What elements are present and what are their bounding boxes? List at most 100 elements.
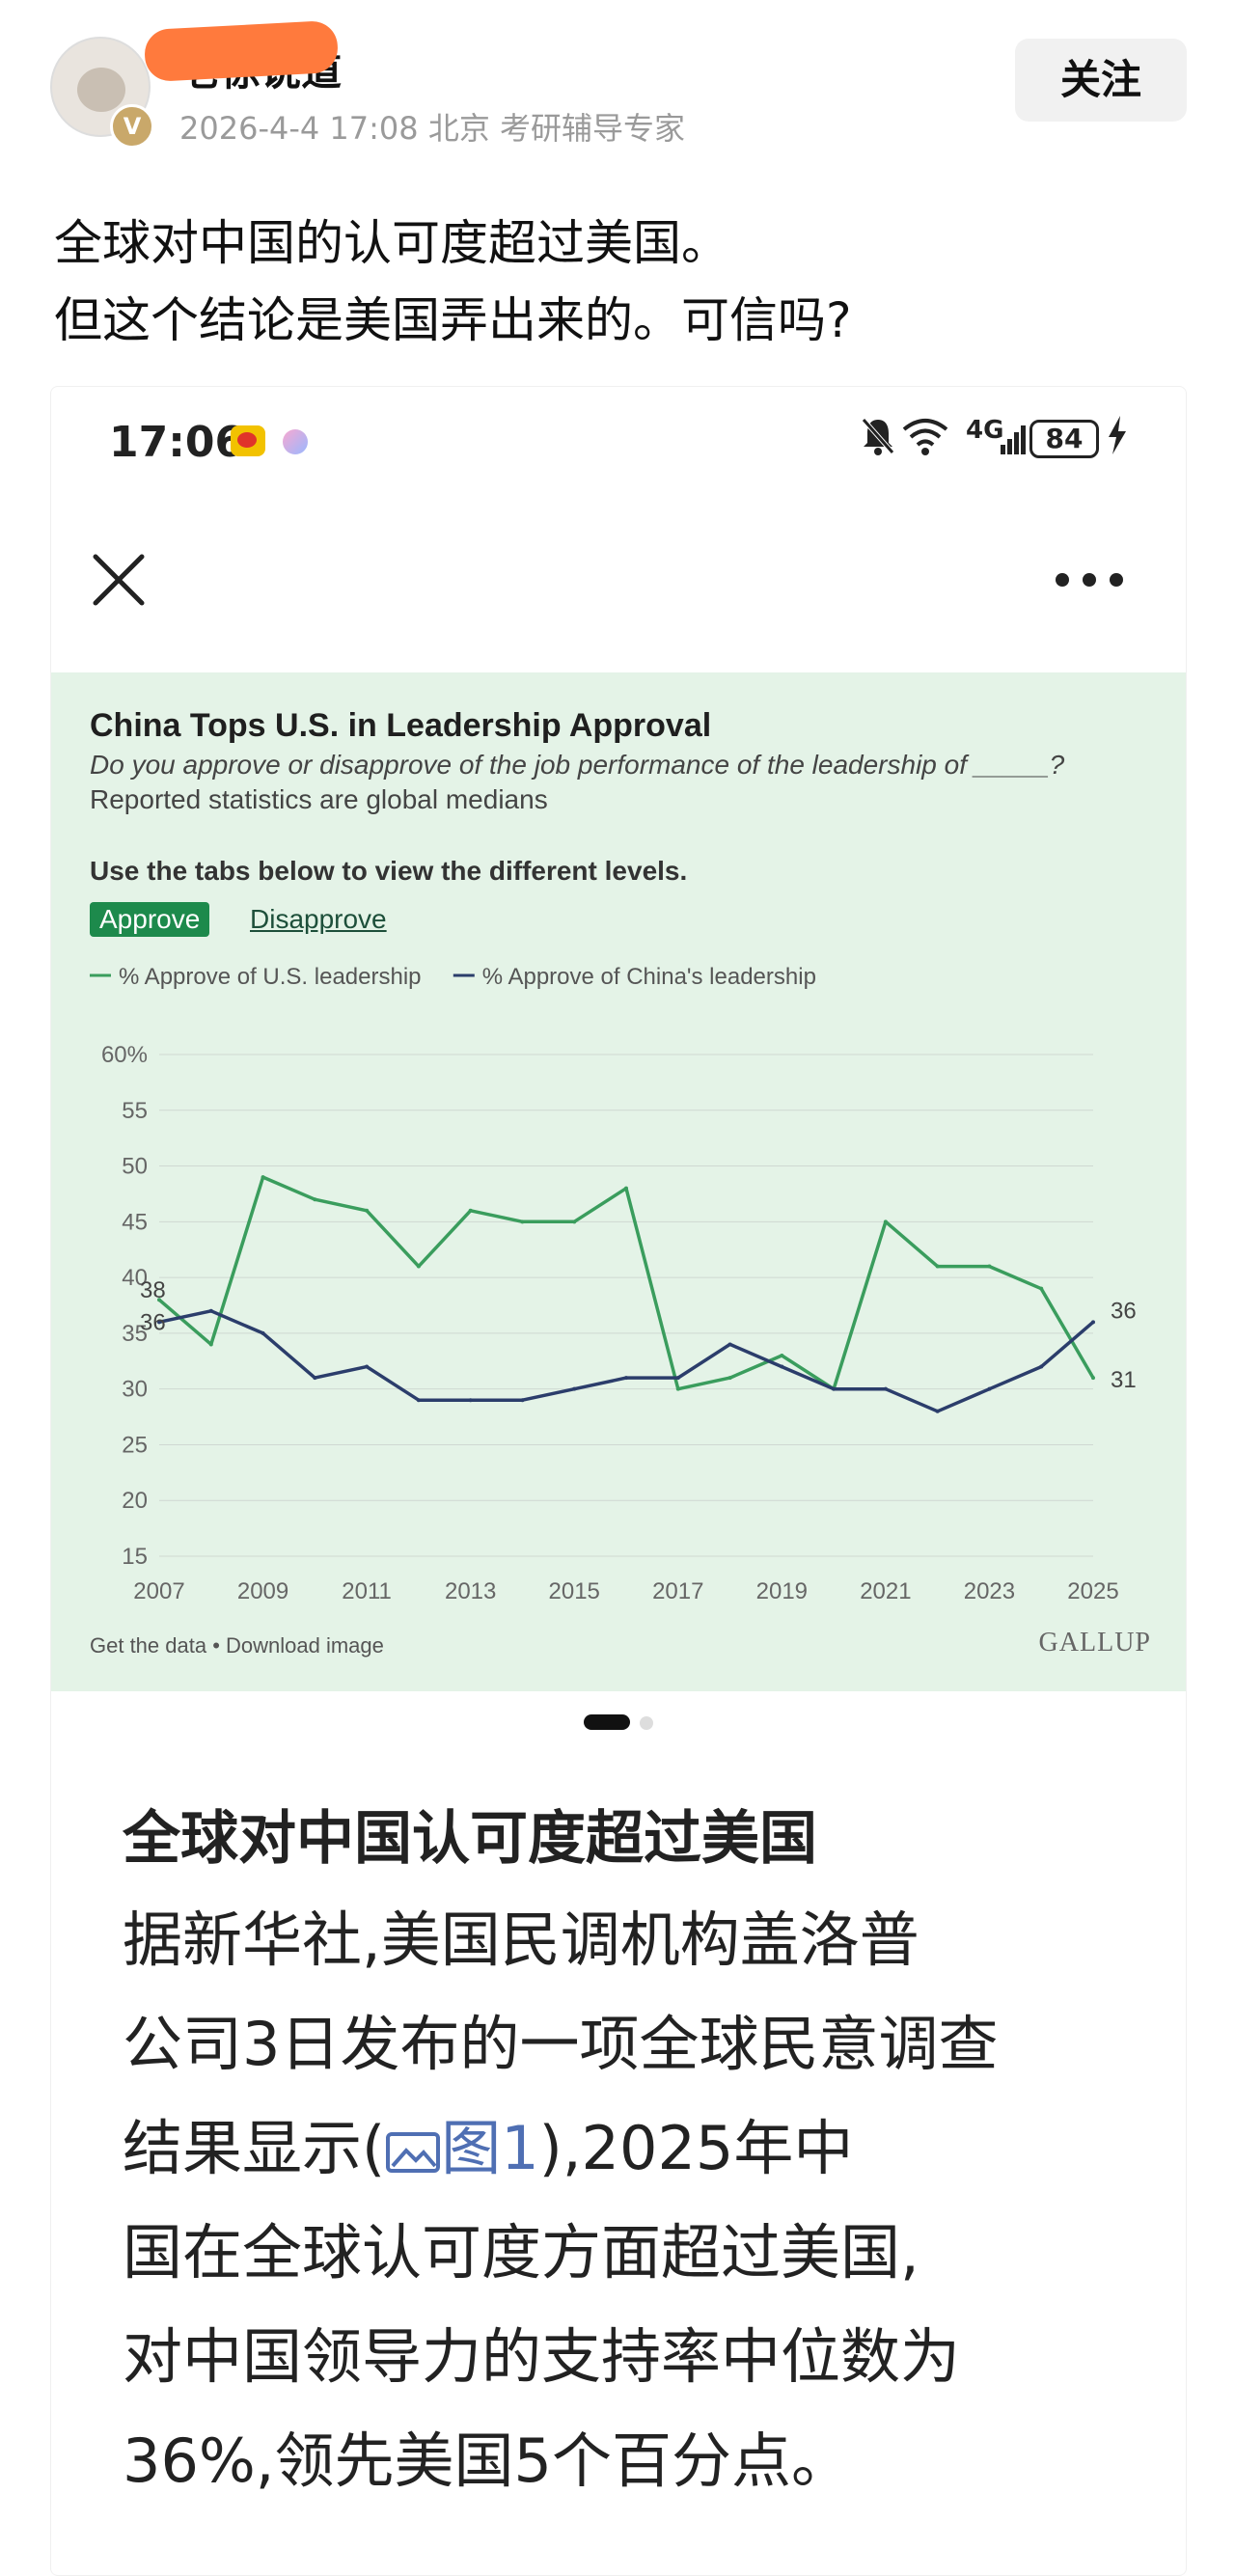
data-point <box>832 1386 837 1391</box>
y-tick-label: 20 <box>122 1488 148 1514</box>
data-point <box>727 1342 732 1347</box>
post-meta: 2026-4-4 17:08 北京 考研辅导专家 <box>179 110 685 147</box>
data-point <box>261 1175 265 1180</box>
x-tick-label: 2021 <box>860 1578 911 1604</box>
chart-subtitle: Do you approve or disapprove of the job … <box>90 750 1065 780</box>
avatar-face <box>77 68 125 112</box>
article-line: 国在全球认可度方面超过美国, <box>123 2217 919 2288</box>
y-tick-label: 50 <box>122 1154 148 1180</box>
image-link[interactable]: 图1 <box>385 2113 539 2183</box>
post-text: 全球对中国的认可度超过美国。 但这个结论是美国弄出来的。可信吗? <box>54 205 1183 359</box>
data-point <box>624 1376 628 1381</box>
y-tick-label: 25 <box>122 1432 148 1458</box>
article-line: 36%,领先美国5个百分点。 <box>123 2425 851 2496</box>
post-text-line: 但这个结论是美国弄出来的。可信吗? <box>54 292 852 348</box>
data-point <box>416 1264 421 1269</box>
data-point <box>780 1354 784 1357</box>
tab-approve[interactable]: Approve <box>90 902 210 937</box>
y-tick-label: 45 <box>122 1209 148 1235</box>
article-line: 公司3日发布的一项全球民意调查 <box>123 2009 999 2079</box>
y-tick-label: 60% <box>101 1042 148 1068</box>
y-tick-label: 40 <box>122 1265 148 1291</box>
data-point <box>624 1186 628 1191</box>
chart-subtitle-note: Reported statistics are global medians <box>90 784 548 814</box>
post-text-line: 全球对中国的认可度超过美国。 <box>54 215 729 271</box>
chart-title: China Tops U.S. in Leadership Approval <box>90 707 712 744</box>
more-icon[interactable] <box>1055 572 1124 591</box>
weibo-icon <box>231 425 265 456</box>
x-tick-label: 2019 <box>756 1578 808 1604</box>
data-point <box>365 1364 370 1369</box>
data-point <box>157 1298 161 1302</box>
series-line <box>157 1175 1095 1391</box>
data-point <box>1039 1364 1044 1369</box>
close-icon[interactable] <box>90 551 148 609</box>
data-point <box>365 1208 370 1213</box>
data-point <box>468 1398 473 1403</box>
tabs-hint: Use the tabs below to view the different… <box>90 856 688 886</box>
notification-dot-icon <box>283 429 308 454</box>
line-chart: % Approve of U.S. leadership % Approve of… <box>90 964 1137 1604</box>
network-label: 4G <box>966 416 1004 445</box>
data-point <box>572 1219 577 1224</box>
data-point <box>520 1398 525 1403</box>
embedded-screenshot-card[interactable]: 17:06 4G 84 China Tops U.S. in Leadershi… <box>50 386 1187 2576</box>
article-title: 全球对中国认可度超过美国 <box>123 1805 817 1873</box>
y-tick-label: 55 <box>122 1098 148 1124</box>
y-tick-label: 35 <box>122 1321 148 1347</box>
follow-button[interactable]: 关注 <box>1015 39 1187 122</box>
end-value-label: 31 <box>1111 1367 1137 1393</box>
tab-disapprove[interactable]: Disapprove <box>250 904 387 934</box>
data-point <box>780 1364 784 1369</box>
start-value-label: 36 <box>140 1309 166 1335</box>
x-tick-label: 2013 <box>445 1578 496 1604</box>
pager-dot[interactable] <box>640 1716 653 1730</box>
author-avatar[interactable] <box>50 37 151 137</box>
data-point <box>675 1376 680 1381</box>
data-point <box>157 1320 161 1325</box>
gallup-logo: GALLUP <box>1038 1628 1151 1658</box>
data-point <box>675 1386 680 1391</box>
signal-icon <box>1001 424 1028 458</box>
article-line: 据新华社,美国民调机构盖洛普 <box>123 1905 919 1975</box>
article-line: 对中国领导力的支持率中位数为 <box>123 2321 961 2392</box>
data-point <box>416 1398 421 1403</box>
article-line-part: ),2025年中 <box>538 2113 854 2183</box>
data-point <box>572 1386 577 1391</box>
article-line-part: 结果显示( <box>123 2113 386 2183</box>
pager-dot-active[interactable] <box>584 1714 630 1730</box>
data-point <box>987 1386 992 1391</box>
battery-icon: 84 <box>1029 420 1099 458</box>
data-point <box>987 1264 992 1269</box>
data-point <box>883 1386 888 1391</box>
wifi-icon <box>900 416 950 466</box>
data-point <box>261 1330 265 1335</box>
legend-label: % Approve of China's leadership <box>482 964 816 990</box>
charging-icon <box>1107 416 1128 463</box>
image-icon <box>386 2131 441 2173</box>
data-point <box>520 1219 525 1224</box>
start-value-label: 38 <box>140 1277 166 1303</box>
data-point <box>313 1197 317 1202</box>
image-link-label[interactable]: 图1 <box>441 2113 539 2183</box>
data-point <box>935 1409 940 1413</box>
x-tick-label: 2015 <box>549 1578 600 1604</box>
redaction-mark <box>143 19 340 83</box>
data-point <box>468 1208 473 1213</box>
verified-badge-icon: V <box>110 104 154 149</box>
y-tick-label: 30 <box>122 1377 148 1403</box>
article-line: 结果显示( 图1),2025年中 <box>123 2096 1145 2201</box>
data-point <box>1091 1376 1095 1381</box>
x-tick-label: 2023 <box>964 1578 1015 1604</box>
data-point <box>208 1342 213 1347</box>
status-bar: 17:06 4G 84 <box>51 387 1186 493</box>
bell-muted-icon <box>860 416 896 466</box>
chart-footer-links[interactable]: Get the data • Download image <box>90 1633 384 1658</box>
x-tick-label: 2009 <box>237 1578 288 1604</box>
data-point <box>1091 1320 1095 1325</box>
data-point <box>313 1376 317 1381</box>
legend-label: % Approve of U.S. leadership <box>119 964 422 990</box>
data-point <box>935 1264 940 1269</box>
y-tick-label: 15 <box>122 1544 148 1570</box>
series-line <box>158 1309 1095 1413</box>
